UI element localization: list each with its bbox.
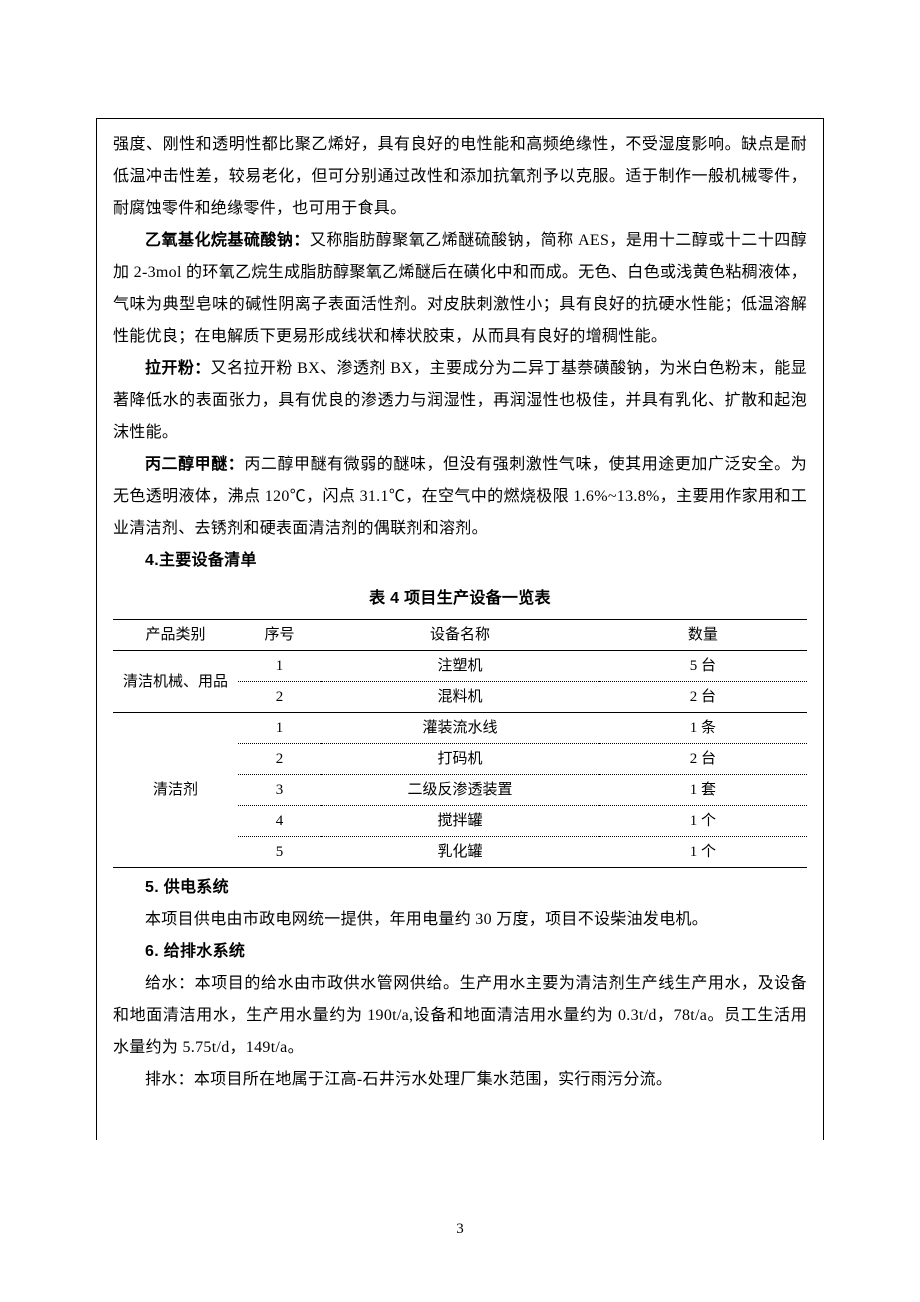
cell-name: 乳化罐 [321, 837, 599, 868]
table-header-row: 产品类别 序号 设备名称 数量 [113, 620, 807, 651]
cell-idx: 3 [238, 775, 321, 806]
th-category: 产品类别 [113, 620, 238, 651]
paragraph-aes: 乙氧基化烷基硫酸钠：又称脂肪醇聚氧乙烯醚硫酸钠，简称 AES，是用十二醇或十二十… [113, 225, 807, 353]
cell-qty: 1 个 [599, 837, 807, 868]
page-number: 3 [0, 1221, 920, 1238]
cell-qty: 5 台 [599, 651, 807, 682]
table-caption: 表 4 项目生产设备一览表 [113, 583, 807, 615]
table-row: 清洁剂 1 灌装流水线 1 条 [113, 713, 807, 744]
cell-category-1: 清洁机械、用品 [113, 651, 238, 713]
cell-name: 灌装流水线 [321, 713, 599, 744]
term-pgme: 丙二醇甲醚： [145, 456, 244, 473]
th-name: 设备名称 [321, 620, 599, 651]
cell-name: 混料机 [321, 682, 599, 713]
content-frame: 强度、刚性和透明性都比聚乙烯好，具有良好的电性能和高频绝缘性，不受湿度影响。缺点… [96, 118, 824, 1140]
cell-idx: 1 [238, 651, 321, 682]
th-index: 序号 [238, 620, 321, 651]
table-row: 清洁机械、用品 1 注塑机 5 台 [113, 651, 807, 682]
cell-name: 注塑机 [321, 651, 599, 682]
heading-equipment-list: 4.主要设备清单 [113, 545, 807, 577]
paragraph-pgme: 丙二醇甲醚：丙二醇甲醚有微弱的醚味，但没有强刺激性气味，使其用途更加广泛安全。为… [113, 449, 807, 545]
cell-qty: 2 台 [599, 744, 807, 775]
cell-qty: 1 套 [599, 775, 807, 806]
cell-idx: 2 [238, 744, 321, 775]
term-lakaifen: 拉开粉： [145, 360, 211, 377]
paragraph-water-drain: 排水：本项目所在地属于江高-石井污水处理厂集水范围，实行雨污分流。 [113, 1064, 807, 1096]
paragraph-polypropylene: 强度、刚性和透明性都比聚乙烯好，具有良好的电性能和高频绝缘性，不受湿度影响。缺点… [113, 129, 807, 225]
cell-name: 打码机 [321, 744, 599, 775]
body-lakaifen: 又名拉开粉 BX、渗透剂 BX，主要成分为二异丁基萘磺酸钠，为米白色粉末，能显著… [113, 360, 807, 441]
cell-idx: 4 [238, 806, 321, 837]
paragraph-lakaifen: 拉开粉：又名拉开粉 BX、渗透剂 BX，主要成分为二异丁基萘磺酸钠，为米白色粉末… [113, 353, 807, 449]
heading-power: 5. 供电系统 [113, 872, 807, 904]
cell-qty: 1 个 [599, 806, 807, 837]
cell-name: 搅拌罐 [321, 806, 599, 837]
paragraph-water-supply: 给水：本项目的给水由市政供水管网供给。生产用水主要为清洁剂生产线生产用水，及设备… [113, 968, 807, 1064]
cell-idx: 1 [238, 713, 321, 744]
th-qty: 数量 [599, 620, 807, 651]
cell-qty: 1 条 [599, 713, 807, 744]
paragraph-power: 本项目供电由市政电网统一提供，年用电量约 30 万度，项目不设柴油发电机。 [113, 904, 807, 936]
cell-qty: 2 台 [599, 682, 807, 713]
cell-idx: 5 [238, 837, 321, 868]
term-aes: 乙氧基化烷基硫酸钠： [145, 232, 310, 249]
equipment-table: 产品类别 序号 设备名称 数量 清洁机械、用品 1 注塑机 5 台 2 混料机 … [113, 619, 807, 868]
cell-name: 二级反渗透装置 [321, 775, 599, 806]
cell-idx: 2 [238, 682, 321, 713]
heading-water: 6. 给排水系统 [113, 936, 807, 968]
cell-category-2: 清洁剂 [113, 713, 238, 868]
